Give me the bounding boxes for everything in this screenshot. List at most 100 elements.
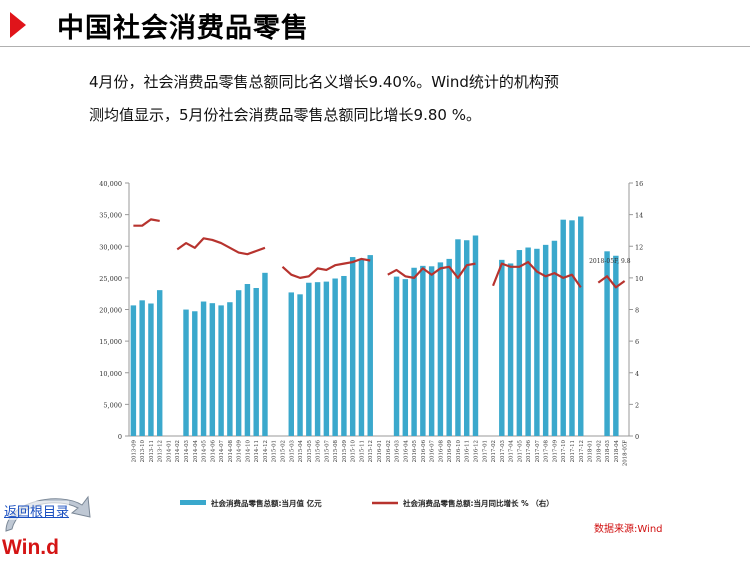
chart-legend: 社会消费品零售总额:当月值 亿元 社会消费品零售总额:当月同比增长 % （右） — [180, 498, 554, 508]
x-tick-label: 2017-01 — [482, 440, 488, 462]
x-tick-label: 2017-07 — [535, 439, 541, 462]
bar-2015-07 — [323, 281, 330, 436]
bar-2017-08 — [542, 244, 549, 436]
legend-bar-label: 社会消费品零售总额:当月值 亿元 — [210, 498, 322, 508]
bar-2017-03 — [499, 259, 505, 436]
data-source: 数据来源:Wind — [594, 524, 663, 535]
forecast-annotation: 2018-05F, 9.8 — [589, 258, 631, 265]
bar-2014-03 — [183, 309, 189, 436]
x-tick-label: 2016-12 — [473, 440, 479, 462]
x-tick-label: 2015-09 — [342, 439, 348, 462]
x-tick-label: 2014-05 — [202, 439, 208, 462]
x-tick-label: 2014-12 — [263, 440, 269, 462]
back-to-root-link[interactable]: 返回根目录 — [4, 501, 70, 520]
x-tick-label: 2015-11 — [359, 440, 365, 462]
x-tick-label: 2015-08 — [333, 439, 339, 462]
logo-text: Win.d — [2, 536, 59, 559]
growth-line-segment-3 — [387, 262, 476, 279]
x-tick-label: 2013-09 — [131, 439, 137, 462]
x-tick-label: 2014-02 — [175, 440, 181, 462]
x-tick-label: 2013-10 — [140, 439, 146, 462]
legend-line-label: 社会消费品零售总额:当月同比增长 % （右） — [402, 498, 554, 508]
bar-2014-12 — [262, 272, 268, 436]
bar-2014-06 — [209, 303, 216, 436]
x-tick-label: 2015-03 — [289, 439, 295, 462]
x-tick-label: 2018-03 — [605, 439, 611, 462]
description: 4月份，社会消费品零售总额同比名义增长9.40%。Wind统计的机构预 测均值显… — [89, 66, 689, 132]
bar-2016-12 — [472, 235, 479, 436]
bar-2014-04 — [192, 311, 198, 436]
description-line-2: 测均值显示，5月份社会消费品零售总额同比增长9.80 %。 — [89, 106, 481, 124]
x-tick-label: 2017-03 — [500, 439, 506, 462]
bar-2016-08 — [437, 262, 444, 436]
x-tick-label: 2016-07 — [430, 439, 436, 462]
x-tick-label: 2016-09 — [447, 439, 453, 462]
y-tick-label-right: 16 — [635, 180, 643, 188]
bar-2017-09 — [551, 240, 558, 436]
bar-2017-10 — [560, 219, 566, 436]
x-tick-label: 2017-12 — [579, 440, 585, 462]
y-tick-label-left: 15,000 — [99, 338, 122, 346]
bar-2013-09 — [130, 305, 137, 436]
x-tick-label: 2016-04 — [403, 439, 409, 462]
chart-line — [133, 218, 626, 289]
growth-line-segment-2 — [281, 257, 371, 279]
x-tick-label: 2013-11 — [149, 440, 155, 462]
x-tick-label: 2018-05F — [623, 440, 629, 466]
bar-2016-07 — [428, 266, 435, 436]
y-tick-label-left: 40,000 — [99, 180, 122, 188]
bar-2017-05 — [516, 250, 523, 436]
bar-2017-06 — [525, 247, 531, 436]
y-tick-label-left: 0 — [118, 433, 122, 441]
bar-2015-10 — [349, 257, 356, 436]
x-tick-label: 2014-06 — [210, 439, 216, 462]
bar-2015-09 — [341, 275, 347, 436]
x-tick-label: 2015-02 — [281, 440, 287, 462]
x-tick-label: 2015-01 — [272, 440, 278, 462]
x-tick-label: 2018-04 — [614, 439, 620, 462]
x-tick-label: 2017-10 — [561, 439, 567, 462]
growth-line-segment-1 — [176, 237, 266, 256]
x-tick-label: 2016-08 — [438, 439, 444, 462]
bar-2015-05 — [306, 282, 312, 436]
chart-labels: 0 5,000 10,000 15,000 20,000 25,000 30,000 35,0… — [99, 180, 643, 466]
bar-2014-08 — [227, 302, 233, 436]
bar-2014-09 — [235, 290, 242, 436]
x-tick-label: 2014-09 — [237, 439, 243, 462]
bar-2015-03 — [288, 292, 294, 436]
bar-2014-11 — [253, 287, 259, 436]
x-tick-label: 2017-11 — [570, 440, 576, 462]
x-tick-label: 2018-02 — [596, 440, 602, 462]
y-tick-label-left: 25,000 — [99, 275, 122, 283]
y-tick-label-left: 35,000 — [99, 212, 122, 220]
bar-2018-04 — [613, 255, 619, 436]
bar-2016-10 — [455, 239, 461, 436]
bar-2013-11 — [148, 303, 154, 436]
bar-2017-11 — [569, 220, 575, 436]
x-tick-label: 2015-07 — [324, 439, 330, 462]
y-tick-label-right: 4 — [635, 370, 639, 378]
x-tick-label: 2016-11 — [465, 440, 471, 462]
bar-2017-04 — [507, 263, 514, 436]
bar-2016-04 — [402, 279, 409, 436]
x-tick-label: 2014-08 — [228, 439, 234, 462]
bar-2013-10 — [139, 300, 145, 436]
y-tick-label-right: 6 — [635, 338, 639, 346]
x-tick-label: 2015-12 — [368, 440, 374, 462]
x-tick-label: 2017-08 — [544, 439, 550, 462]
bar-2016-09 — [446, 258, 452, 436]
x-tick-label: 2017-04 — [509, 439, 515, 462]
y-tick-label-left: 30,000 — [99, 243, 122, 251]
description-line-1: 4月份，社会消费品零售总额同比名义增长9.40%。Wind统计的机构预 — [89, 73, 559, 91]
growth-line-segment-5 — [597, 275, 626, 289]
bar-2014-07 — [218, 305, 224, 436]
x-tick-label: 2016-03 — [395, 439, 401, 462]
x-tick-label: 2017-09 — [552, 439, 558, 462]
y-tick-label-right: 12 — [635, 243, 643, 251]
bar-2016-03 — [393, 276, 400, 436]
x-tick-label: 2014-10 — [245, 439, 251, 462]
y-tick-label-left: 10,000 — [99, 370, 122, 378]
x-tick-label: 2014-07 — [219, 439, 225, 462]
bar-2015-04 — [297, 294, 303, 436]
